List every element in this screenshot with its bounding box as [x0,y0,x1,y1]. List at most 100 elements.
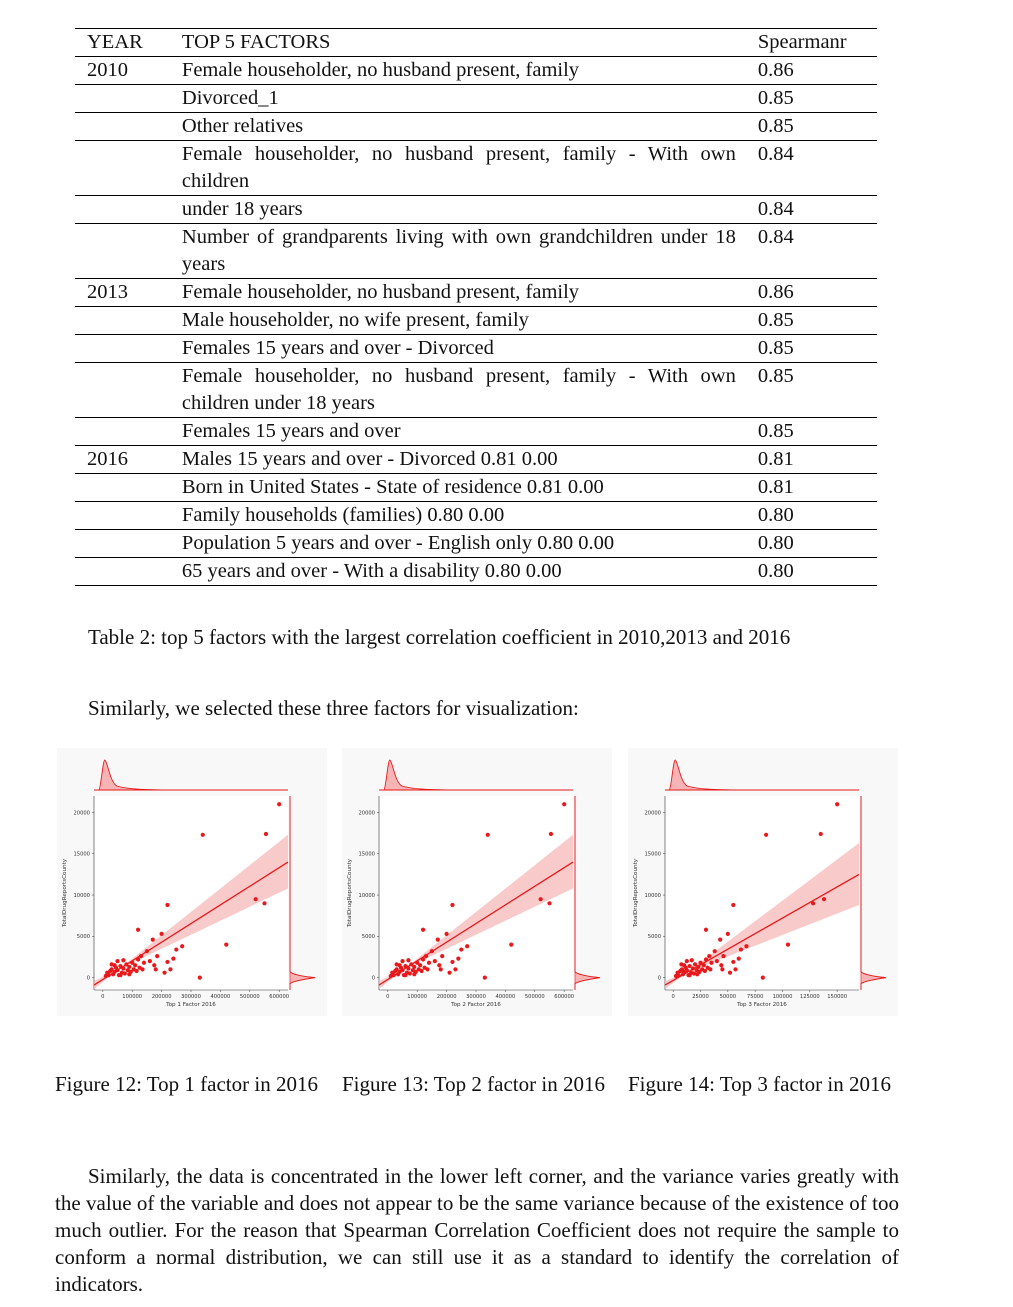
row-factor: Female householder, no husband present, … [181,281,580,303]
figure-13-caption: Figure 13: Top 2 factor in 2016 [342,1072,605,1096]
x-tick-label: 500000 [525,994,545,1000]
row-factor: Divorced_1 [181,87,279,109]
x-tick-label: 50000 [720,994,737,1000]
y-axis-label: TotalDrugReportsCounty [633,858,639,928]
x-tick-label: 400000 [495,994,515,1000]
data-point [447,970,452,975]
data-point [703,927,709,932]
regression-line [378,861,574,986]
table-caption: Table 2: top 5 factors with the largest … [88,625,791,649]
data-point [165,959,170,965]
x-tick-label: 100000 [407,994,427,1000]
data-point [437,963,442,968]
data-point [400,959,405,964]
data-point [394,962,399,967]
row-spearmanr: 0.85 [757,365,794,387]
data-point [438,967,443,972]
header-year: YEAR [87,31,143,53]
data-point [174,947,179,952]
top-marginal-density [379,759,573,791]
row-year [75,502,182,530]
x-tick-label: 300000 [466,994,486,1000]
data-point [150,937,155,942]
data-point [152,963,157,968]
data-point [412,964,417,969]
data-point [115,959,120,964]
y-tick-label: 15000 [358,852,375,858]
data-point [224,942,229,947]
data-point [835,802,840,807]
x-tick-label: 0 [386,994,389,1000]
y-tick-label: 0 [658,975,661,981]
data-point [159,931,164,936]
y-tick-label: 10000 [358,893,375,899]
y-tick-label: 15000 [73,852,90,858]
row-factor: Female householder, no husband present, … [181,143,736,192]
data-point [547,901,552,906]
data-point [702,968,707,974]
data-point [721,954,726,959]
y-tick-label: 20000 [358,810,375,816]
table-row: Female householder, no husband present, … [75,363,877,418]
x-axis-label: Top 3 Factor 2016 [736,1002,787,1008]
table-header-row: YEAR TOP 5 FACTORS Spearmanr [75,28,877,57]
data-point [714,959,720,964]
row-factor: Population 5 years and over - English on… [181,532,615,554]
table-row: Females 15 years and over 0.85 [75,418,877,446]
jointplot-top3: 0 25000 50000 75000 100000 125000 150000 0 5000 1… [633,759,887,1008]
data-point [141,960,147,965]
right-marginal-density [289,796,316,990]
x-tick-label: 600000 [269,994,289,1000]
table-row: 2013 Female householder, no husband prese… [75,279,877,307]
data-point [709,960,714,965]
row-year: 2013 [87,281,128,303]
data-point [727,970,733,975]
data-point [435,937,440,942]
data-point [689,958,694,963]
jointplot-top1: 0 100000 200000 300000 400000 500000 600000 0 50… [62,759,316,1008]
row-year [75,418,182,446]
data-point [444,931,449,936]
data-point [200,832,205,837]
row-spearmanr: 0.81 [757,476,794,498]
table-row: Male householder, no wife present, famil… [75,307,877,335]
data-point [420,927,426,932]
data-point [692,962,698,967]
x-tick-label: 150000 [827,994,847,1000]
y-tick-label: 5000 [648,934,661,940]
row-spearmanr: 0.85 [757,87,794,109]
data-point [180,944,185,949]
row-factor: Females 15 years and over [181,420,401,442]
data-point [109,962,114,967]
figure-12-plot: 0 100000 200000 300000 400000 500000 600000 0 50… [57,748,327,1016]
table-row: Family households (families) 0.80 0.00 0.… [75,502,877,530]
right-marginal-density [574,796,601,990]
table-row: Divorced_1 0.85 [75,85,877,113]
data-point [736,956,741,961]
row-spearmanr: 0.80 [757,532,794,554]
y-tick-label: 15000 [644,852,661,858]
x-tick-label: 500000 [240,994,260,1000]
row-spearmanr: 0.81 [757,448,794,470]
x-axis-label: Top 1 Factor 2016 [165,1002,216,1008]
row-year: 2016 [87,448,128,470]
header-factors: TOP 5 FACTORS [181,31,331,53]
data-point [687,963,692,969]
data-point [118,973,123,978]
right-marginal-density [860,796,887,990]
table-row: 65 years and over - With a disability 0.… [75,558,877,586]
x-axis-label: Top 2 Factor 2016 [450,1002,501,1008]
data-point [548,831,554,837]
data-point [412,972,417,977]
data-point [394,967,399,972]
data-point [684,959,689,964]
data-point [263,831,269,837]
row-spearmanr: 0.86 [757,59,794,81]
data-point [135,927,141,932]
header-spearmanr: Spearmanr [757,31,847,53]
data-point [687,973,692,978]
data-point [440,954,445,959]
x-tick-label: 0 [672,994,675,1000]
row-factor: Number of grandparents living with own g… [181,226,736,275]
y-axis-label: TotalDrugReportsCounty [347,858,353,928]
